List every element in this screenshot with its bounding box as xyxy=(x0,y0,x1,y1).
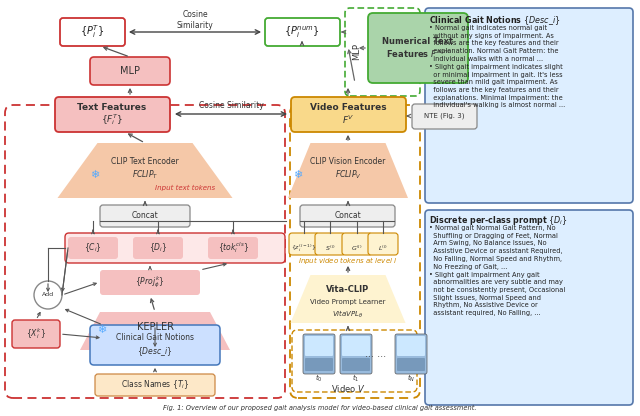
FancyBboxPatch shape xyxy=(397,358,425,371)
FancyBboxPatch shape xyxy=(95,374,215,396)
FancyBboxPatch shape xyxy=(425,210,633,405)
Text: $\{z_i^{(l-1)}\}$: $\{z_i^{(l-1)}\}$ xyxy=(291,242,317,254)
FancyBboxPatch shape xyxy=(342,233,372,255)
FancyBboxPatch shape xyxy=(412,104,477,129)
Text: Video Features: Video Features xyxy=(310,104,387,112)
FancyBboxPatch shape xyxy=(60,18,125,46)
Circle shape xyxy=(34,281,62,309)
Polygon shape xyxy=(58,143,232,198)
Text: $t_N$: $t_N$ xyxy=(407,372,415,384)
Text: $L^{(l)}$: $L^{(l)}$ xyxy=(378,243,388,253)
FancyBboxPatch shape xyxy=(291,97,406,132)
FancyBboxPatch shape xyxy=(65,233,285,263)
FancyBboxPatch shape xyxy=(305,336,333,356)
Text: MLP: MLP xyxy=(120,66,140,76)
FancyBboxPatch shape xyxy=(315,233,345,255)
FancyBboxPatch shape xyxy=(100,270,200,295)
Text: $S^{(l)}$: $S^{(l)}$ xyxy=(324,243,335,253)
FancyBboxPatch shape xyxy=(368,233,398,255)
Text: ... ...: ... ... xyxy=(365,349,387,359)
Text: $\{P_i^{num}\}$: $\{P_i^{num}\}$ xyxy=(284,24,320,40)
FancyBboxPatch shape xyxy=(55,97,170,132)
Text: $\{F_i^T\}$: $\{F_i^T\}$ xyxy=(101,113,123,127)
Text: Input video tokens at level $l$: Input video tokens at level $l$ xyxy=(298,255,397,265)
Text: $t_0$: $t_0$ xyxy=(316,372,323,384)
FancyBboxPatch shape xyxy=(90,325,220,365)
Text: $G^{(l)}$: $G^{(l)}$ xyxy=(351,243,363,253)
Text: $FCLIP_T$: $FCLIP_T$ xyxy=(132,169,158,181)
Text: Add: Add xyxy=(42,292,54,297)
FancyBboxPatch shape xyxy=(68,237,118,259)
FancyBboxPatch shape xyxy=(300,205,395,227)
Text: $F^V$: $F^V$ xyxy=(342,114,355,126)
Text: Fig. 1: Overview of our proposed gait analysis model for video-based clinical ga: Fig. 1: Overview of our proposed gait an… xyxy=(163,405,477,411)
Text: Cosine
Similarity: Cosine Similarity xyxy=(177,10,213,30)
Text: Discrete per-class prompt $\{D_i\}$: Discrete per-class prompt $\{D_i\}$ xyxy=(429,214,568,227)
Text: KEPLER: KEPLER xyxy=(136,322,173,332)
Text: $FCLIP_V$: $FCLIP_V$ xyxy=(335,169,362,181)
Polygon shape xyxy=(291,275,406,323)
FancyBboxPatch shape xyxy=(303,334,335,374)
Text: Video $V$: Video $V$ xyxy=(331,382,365,394)
FancyBboxPatch shape xyxy=(425,8,633,203)
Polygon shape xyxy=(288,143,408,198)
Text: Cosine Similarity: Cosine Similarity xyxy=(198,101,264,109)
Text: CLIP Text Encoder: CLIP Text Encoder xyxy=(111,158,179,166)
Text: Concat: Concat xyxy=(132,211,158,220)
Text: ❄: ❄ xyxy=(97,325,107,335)
Text: $\{P_i^T\}$: $\{P_i^T\}$ xyxy=(80,24,104,40)
Text: NTE (Fig. 3): NTE (Fig. 3) xyxy=(424,113,464,119)
FancyBboxPatch shape xyxy=(90,57,170,85)
Text: Concat: Concat xyxy=(335,211,362,220)
Text: $VitaVPL_\theta$: $VitaVPL_\theta$ xyxy=(332,308,364,319)
Text: Text Features: Text Features xyxy=(77,104,147,112)
Text: MLP: MLP xyxy=(353,44,362,60)
Text: $\{X_i^k\}$: $\{X_i^k\}$ xyxy=(26,327,46,342)
FancyBboxPatch shape xyxy=(289,233,319,255)
Polygon shape xyxy=(80,312,230,350)
FancyBboxPatch shape xyxy=(12,320,60,348)
Text: $\{Desc\_i\}$: $\{Desc\_i\}$ xyxy=(138,346,173,358)
Text: Clinical Gait Notions: Clinical Gait Notions xyxy=(116,334,194,342)
FancyBboxPatch shape xyxy=(368,13,468,83)
FancyBboxPatch shape xyxy=(305,358,333,371)
FancyBboxPatch shape xyxy=(395,334,427,374)
FancyBboxPatch shape xyxy=(342,358,370,371)
Text: Input text tokens: Input text tokens xyxy=(155,185,215,191)
Text: ❄: ❄ xyxy=(90,170,100,180)
FancyBboxPatch shape xyxy=(340,334,372,374)
FancyBboxPatch shape xyxy=(265,18,340,46)
Text: • Normal gait indicates normal gait
  without any signs of impairment. As
  foll: • Normal gait indicates normal gait with… xyxy=(429,25,565,109)
Text: Class Names $\{T_i\}$: Class Names $\{T_i\}$ xyxy=(121,379,189,391)
FancyBboxPatch shape xyxy=(133,237,183,259)
Text: Clinical Gait Notions $\{Desc\_i\}$: Clinical Gait Notions $\{Desc\_i\}$ xyxy=(429,14,561,27)
Text: $\{D_i\}$: $\{D_i\}$ xyxy=(149,242,167,254)
FancyBboxPatch shape xyxy=(397,336,425,356)
Text: • Normal gait Normal Gait Pattern, No
  Shuffling or Dragging of Feet, Normal
  : • Normal gait Normal Gait Pattern, No Sh… xyxy=(429,225,565,316)
Text: Numerical Text
Features $F^{num}$: Numerical Text Features $F^{num}$ xyxy=(383,37,454,59)
FancyBboxPatch shape xyxy=(208,237,258,259)
Text: Vita-CLIP: Vita-CLIP xyxy=(326,285,370,294)
Text: $t_1$: $t_1$ xyxy=(352,372,360,384)
FancyBboxPatch shape xyxy=(342,336,370,356)
Text: ❄: ❄ xyxy=(293,170,303,180)
Text: $\{tok_i^{cls}\}$: $\{tok_i^{cls}\}$ xyxy=(218,240,248,255)
Text: CLIP Vision Encoder: CLIP Vision Encoder xyxy=(310,158,386,166)
Text: Video Prompt Learner: Video Prompt Learner xyxy=(310,299,386,305)
Text: $\{C_i\}$: $\{C_i\}$ xyxy=(84,242,102,254)
Text: $\{Proj_\phi^k\}$: $\{Proj_\phi^k\}$ xyxy=(135,274,164,290)
FancyBboxPatch shape xyxy=(100,205,190,227)
